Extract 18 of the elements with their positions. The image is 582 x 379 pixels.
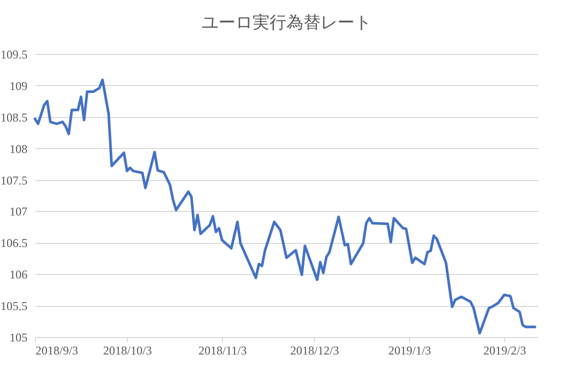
line-series bbox=[34, 78, 536, 335]
x-tick-label: 2018/11/3 bbox=[198, 344, 247, 358]
chart-title: ユーロ実行為替レート bbox=[202, 13, 372, 32]
y-tick-label: 106 bbox=[10, 268, 28, 282]
y-tick-label: 107.5 bbox=[0, 173, 28, 188]
x-tick-label: 2019/1/3 bbox=[388, 344, 432, 358]
x-tick-label: 2018/12/3 bbox=[290, 344, 339, 358]
y-tick-label: 108 bbox=[10, 142, 28, 156]
y-tick-label: 105 bbox=[10, 330, 28, 344]
y-tick-label: 106.5 bbox=[0, 236, 28, 250]
y-tick-label: 107 bbox=[10, 204, 28, 219]
y-tick-label: 109 bbox=[10, 78, 28, 93]
x-tick-label: 2019/2/3 bbox=[483, 344, 526, 358]
y-tick-label: 108.5 bbox=[0, 110, 28, 124]
y-tick-label: 109.5 bbox=[0, 48, 28, 62]
y-tick-label: 105.5 bbox=[0, 299, 28, 314]
x-tick-label: 2018/9/3 bbox=[36, 344, 78, 358]
x-tick-label: 2018/10/3 bbox=[103, 344, 152, 358]
